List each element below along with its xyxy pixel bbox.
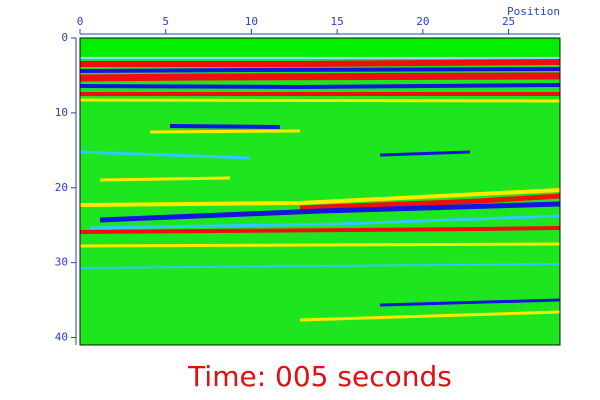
y-tick-label: 30 (55, 256, 68, 269)
band (79, 98, 561, 103)
band (79, 242, 561, 248)
band (149, 129, 301, 134)
caption: Time: 005 seconds (187, 360, 452, 393)
x-tick-label: 5 (162, 15, 169, 28)
x-tick-label: 15 (331, 15, 344, 28)
band (169, 124, 281, 129)
y-tick-label: 0 (61, 31, 68, 44)
band (89, 214, 561, 230)
y-tick-label: 10 (55, 106, 68, 119)
band (79, 263, 561, 269)
x-axis-label: Position (507, 5, 560, 18)
band (79, 226, 561, 234)
image-border (79, 37, 561, 346)
x-tick-label: 0 (77, 15, 84, 28)
band (79, 67, 561, 73)
band (99, 176, 231, 182)
image-top (80, 38, 560, 56)
y-tick-label: 40 (55, 331, 68, 344)
band (79, 150, 251, 160)
y-tick-label: 20 (55, 181, 68, 194)
section-image (79, 37, 561, 346)
band (79, 72, 561, 82)
band (79, 188, 561, 207)
band (299, 310, 561, 322)
x-tick-label: 25 (502, 15, 515, 28)
band (80, 59, 561, 67)
x-tick-label: 20 (416, 15, 429, 28)
x-tick-label: 10 (245, 15, 258, 28)
image-background (80, 38, 560, 345)
band (379, 298, 561, 307)
band (99, 201, 561, 223)
band (79, 83, 561, 90)
band (379, 150, 471, 157)
band (299, 193, 561, 211)
